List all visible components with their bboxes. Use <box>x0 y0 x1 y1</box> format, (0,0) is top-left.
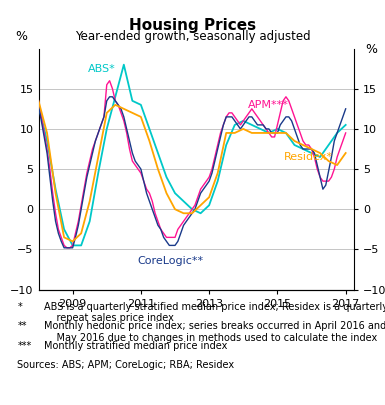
Text: Residex*: Residex* <box>284 152 333 162</box>
Text: **: ** <box>17 321 27 331</box>
Text: Monthly stratified median price index: Monthly stratified median price index <box>44 341 228 351</box>
Text: Housing Prices: Housing Prices <box>129 18 256 33</box>
Text: ABS is a quarterly stratified median price index; Residex is a quarterly
    rep: ABS is a quarterly stratified median pri… <box>44 302 385 323</box>
Text: Year-ended growth, seasonally adjusted: Year-ended growth, seasonally adjusted <box>75 30 310 43</box>
Text: CoreLogic**: CoreLogic** <box>137 256 204 266</box>
Text: APM***: APM*** <box>248 100 289 110</box>
Text: ABS*: ABS* <box>88 64 116 74</box>
Text: Sources: ABS; APM; CoreLogic; RBA; Residex: Sources: ABS; APM; CoreLogic; RBA; Resid… <box>17 360 234 370</box>
Text: *: * <box>17 302 22 312</box>
Text: Monthly hedonic price index; series breaks occurred in April 2016 and
    May 20: Monthly hedonic price index; series brea… <box>44 321 385 343</box>
Text: ***: *** <box>17 341 32 351</box>
Y-axis label: %: % <box>366 43 378 55</box>
Y-axis label: %: % <box>15 30 27 43</box>
